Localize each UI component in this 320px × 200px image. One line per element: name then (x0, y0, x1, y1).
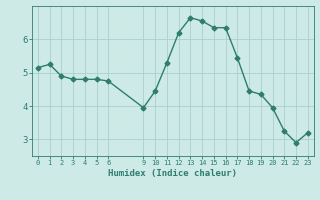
X-axis label: Humidex (Indice chaleur): Humidex (Indice chaleur) (108, 169, 237, 178)
